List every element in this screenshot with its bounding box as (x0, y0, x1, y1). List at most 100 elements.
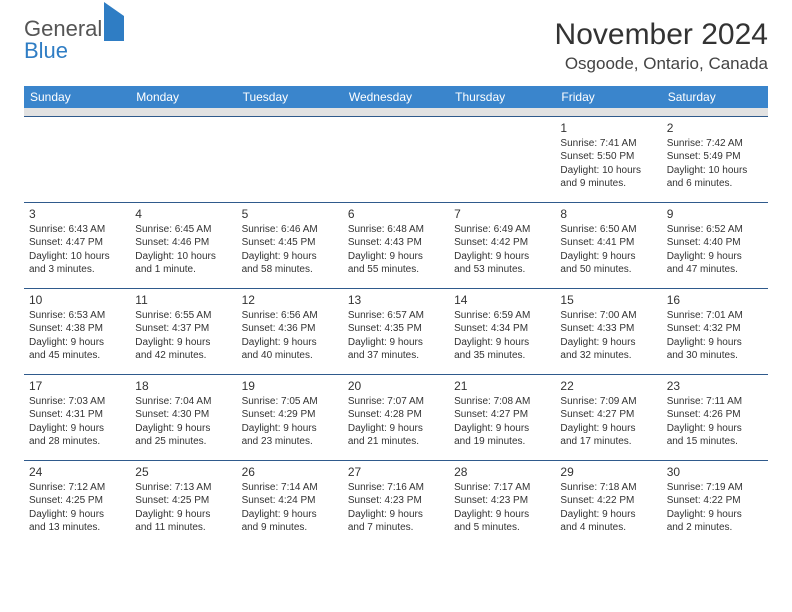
sunset-line: Sunset: 4:35 PM (348, 322, 444, 336)
sunrise-line: Sunrise: 7:17 AM (454, 481, 550, 495)
d1-line: Daylight: 9 hours (667, 336, 763, 350)
sunset-line: Sunset: 4:41 PM (560, 236, 656, 250)
day-number: 28 (454, 464, 550, 480)
day-cell: 10Sunrise: 6:53 AMSunset: 4:38 PMDayligh… (24, 288, 130, 374)
sunset-line: Sunset: 4:34 PM (454, 322, 550, 336)
sunset-line: Sunset: 4:22 PM (667, 494, 763, 508)
d1-line: Daylight: 9 hours (667, 508, 763, 522)
sunset-line: Sunset: 4:32 PM (667, 322, 763, 336)
d2-line: and 15 minutes. (667, 435, 763, 449)
sunrise-line: Sunrise: 7:16 AM (348, 481, 444, 495)
d2-line: and 25 minutes. (135, 435, 231, 449)
d1-line: Daylight: 9 hours (667, 422, 763, 436)
d1-line: Daylight: 9 hours (135, 422, 231, 436)
sunrise-line: Sunrise: 6:46 AM (242, 223, 338, 237)
day-header: Thursday (449, 86, 555, 108)
separator-row (24, 108, 768, 116)
day-number: 29 (560, 464, 656, 480)
day-number: 27 (348, 464, 444, 480)
day-number: 10 (29, 292, 125, 308)
d2-line: and 7 minutes. (348, 521, 444, 535)
calendar-week-row: 3Sunrise: 6:43 AMSunset: 4:47 PMDaylight… (24, 202, 768, 288)
sunrise-line: Sunrise: 7:11 AM (667, 395, 763, 409)
d1-line: Daylight: 9 hours (29, 336, 125, 350)
day-number: 20 (348, 378, 444, 394)
sunset-line: Sunset: 4:37 PM (135, 322, 231, 336)
day-number: 18 (135, 378, 231, 394)
month-title: November 2024 (555, 18, 768, 52)
day-cell: 26Sunrise: 7:14 AMSunset: 4:24 PMDayligh… (237, 460, 343, 546)
sunset-line: Sunset: 5:50 PM (560, 150, 656, 164)
day-number: 22 (560, 378, 656, 394)
sunset-line: Sunset: 4:45 PM (242, 236, 338, 250)
sunrise-line: Sunrise: 7:42 AM (667, 137, 763, 151)
day-cell: 11Sunrise: 6:55 AMSunset: 4:37 PMDayligh… (130, 288, 236, 374)
sunrise-line: Sunrise: 6:52 AM (667, 223, 763, 237)
day-number: 14 (454, 292, 550, 308)
day-header: Tuesday (237, 86, 343, 108)
sunset-line: Sunset: 4:23 PM (454, 494, 550, 508)
d1-line: Daylight: 9 hours (29, 508, 125, 522)
location: Osgoode, Ontario, Canada (555, 54, 768, 74)
day-number: 24 (29, 464, 125, 480)
sunrise-line: Sunrise: 6:49 AM (454, 223, 550, 237)
sunset-line: Sunset: 4:42 PM (454, 236, 550, 250)
day-cell: 30Sunrise: 7:19 AMSunset: 4:22 PMDayligh… (662, 460, 768, 546)
sunset-line: Sunset: 5:49 PM (667, 150, 763, 164)
d1-line: Daylight: 9 hours (242, 508, 338, 522)
d1-line: Daylight: 9 hours (454, 250, 550, 264)
d2-line: and 5 minutes. (454, 521, 550, 535)
sunset-line: Sunset: 4:27 PM (560, 408, 656, 422)
sunset-line: Sunset: 4:46 PM (135, 236, 231, 250)
d2-line: and 3 minutes. (29, 263, 125, 277)
sunrise-line: Sunrise: 6:43 AM (29, 223, 125, 237)
d1-line: Daylight: 9 hours (560, 336, 656, 350)
d2-line: and 35 minutes. (454, 349, 550, 363)
day-cell: 5Sunrise: 6:46 AMSunset: 4:45 PMDaylight… (237, 202, 343, 288)
d1-line: Daylight: 9 hours (135, 336, 231, 350)
d2-line: and 45 minutes. (29, 349, 125, 363)
sunrise-line: Sunrise: 7:13 AM (135, 481, 231, 495)
d1-line: Daylight: 9 hours (348, 250, 444, 264)
sunset-line: Sunset: 4:40 PM (667, 236, 763, 250)
sunrise-line: Sunrise: 7:08 AM (454, 395, 550, 409)
sunrise-line: Sunrise: 7:05 AM (242, 395, 338, 409)
header: General Blue November 2024 Osgoode, Onta… (24, 18, 768, 74)
day-header: Sunday (24, 86, 130, 108)
sunrise-line: Sunrise: 7:12 AM (29, 481, 125, 495)
day-number: 9 (667, 206, 763, 222)
sunrise-line: Sunrise: 6:57 AM (348, 309, 444, 323)
d2-line: and 11 minutes. (135, 521, 231, 535)
day-cell: 7Sunrise: 6:49 AMSunset: 4:42 PMDaylight… (449, 202, 555, 288)
day-number: 11 (135, 292, 231, 308)
day-number: 2 (667, 120, 763, 136)
day-number: 21 (454, 378, 550, 394)
d2-line: and 4 minutes. (560, 521, 656, 535)
sunrise-line: Sunrise: 6:55 AM (135, 309, 231, 323)
empty-cell (24, 116, 130, 202)
d2-line: and 9 minutes. (560, 177, 656, 191)
day-cell: 12Sunrise: 6:56 AMSunset: 4:36 PMDayligh… (237, 288, 343, 374)
day-cell: 3Sunrise: 6:43 AMSunset: 4:47 PMDaylight… (24, 202, 130, 288)
day-cell: 25Sunrise: 7:13 AMSunset: 4:25 PMDayligh… (130, 460, 236, 546)
day-cell: 29Sunrise: 7:18 AMSunset: 4:22 PMDayligh… (555, 460, 661, 546)
d1-line: Daylight: 9 hours (560, 508, 656, 522)
sunset-line: Sunset: 4:25 PM (135, 494, 231, 508)
sunset-line: Sunset: 4:31 PM (29, 408, 125, 422)
day-cell: 27Sunrise: 7:16 AMSunset: 4:23 PMDayligh… (343, 460, 449, 546)
day-cell: 14Sunrise: 6:59 AMSunset: 4:34 PMDayligh… (449, 288, 555, 374)
day-header: Monday (130, 86, 236, 108)
day-cell: 4Sunrise: 6:45 AMSunset: 4:46 PMDaylight… (130, 202, 236, 288)
d2-line: and 9 minutes. (242, 521, 338, 535)
day-number: 12 (242, 292, 338, 308)
day-number: 19 (242, 378, 338, 394)
d1-line: Daylight: 9 hours (135, 508, 231, 522)
day-number: 23 (667, 378, 763, 394)
day-cell: 18Sunrise: 7:04 AMSunset: 4:30 PMDayligh… (130, 374, 236, 460)
d2-line: and 17 minutes. (560, 435, 656, 449)
d1-line: Daylight: 9 hours (560, 250, 656, 264)
d1-line: Daylight: 10 hours (135, 250, 231, 264)
sunset-line: Sunset: 4:24 PM (242, 494, 338, 508)
sunset-line: Sunset: 4:38 PM (29, 322, 125, 336)
day-cell: 1Sunrise: 7:41 AMSunset: 5:50 PMDaylight… (555, 116, 661, 202)
